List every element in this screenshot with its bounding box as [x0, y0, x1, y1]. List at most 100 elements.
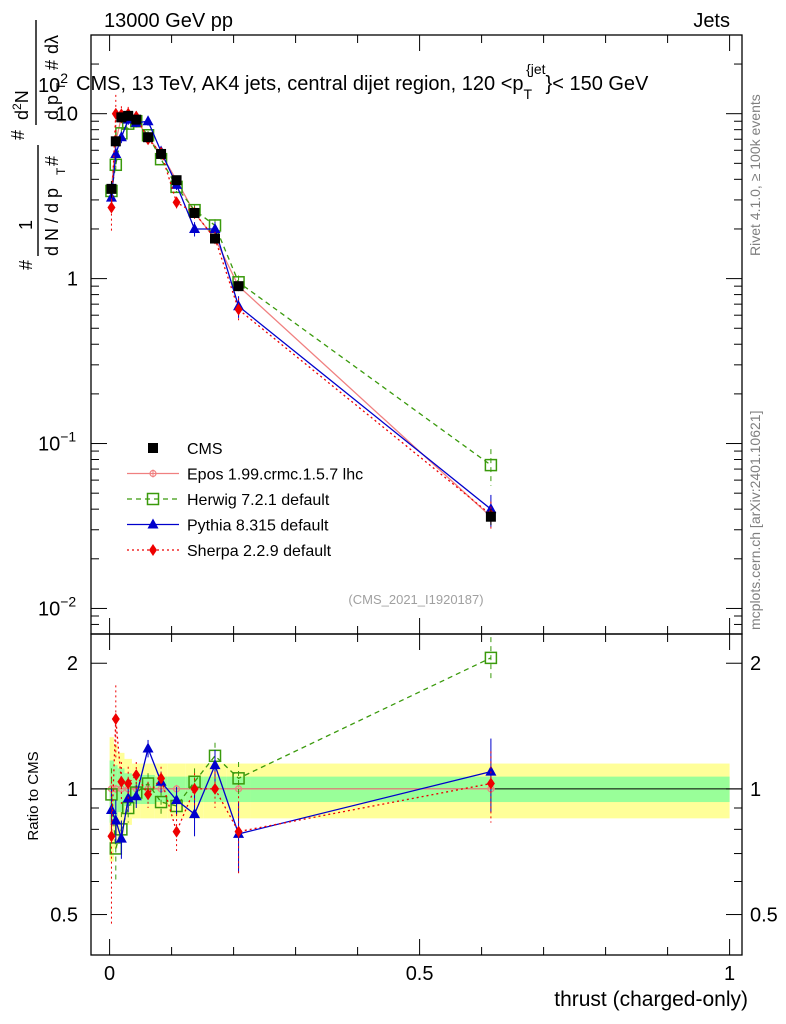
- main-point-cms: [171, 175, 182, 186]
- ratio-point-sherpa: [117, 775, 126, 788]
- ylabel-sub2: T: [54, 82, 68, 90]
- main-point-cms: [485, 511, 496, 522]
- ratio-point-pythia: [105, 804, 117, 815]
- main-point-cms: [110, 136, 121, 147]
- ylabel-hash2: #: [42, 156, 62, 166]
- legend-item-herwig: Herwig 7.2.1 default: [127, 492, 330, 509]
- y-tick-label: 10−2: [38, 593, 76, 620]
- legend-item-epos: Epos 1.99.crmc.1.5.7 lhc: [127, 467, 363, 484]
- x-axis-label: thrust (charged-only): [554, 988, 748, 1011]
- legend-label-herwig: Herwig 7.2.1 default: [187, 492, 330, 509]
- main-point-cms: [156, 148, 167, 159]
- ratio-tick-label: 1: [67, 779, 78, 801]
- ratio-point-herwig: [232, 772, 245, 785]
- legend-marker-herwig: [146, 492, 160, 506]
- title-sup: {jet: [526, 61, 546, 77]
- main-point-cms: [143, 132, 154, 143]
- title-suffix: }< 150 GeV: [546, 73, 650, 95]
- ratio-point-pythia: [209, 759, 221, 770]
- analysis-id: (CMS_2021_I1920187): [348, 592, 483, 607]
- y-tick-label: 10−1: [38, 429, 76, 456]
- ratio-point-sherpa: [124, 777, 133, 790]
- rivet-label: Rivet 4.1.0, ≥ 100k events: [747, 94, 763, 256]
- main-point-cms: [106, 183, 117, 194]
- line-main-sherpa: [110, 112, 492, 516]
- y-tick-label-top: 102: [38, 70, 68, 97]
- chart-title: CMS, 13 TeV, AK4 jets, central dijet reg…: [76, 61, 649, 102]
- main-point-cms: [123, 110, 134, 121]
- legend-item-sherpa: Sherpa 2.2.9 default: [127, 543, 332, 560]
- ratio-tick-label-right: 1: [750, 779, 761, 801]
- header-right: Jets: [693, 10, 730, 32]
- y-tick-label: 10: [56, 104, 78, 126]
- ratio-tick-label-right: 2: [750, 653, 761, 675]
- x-tick-label: 1: [724, 963, 735, 985]
- ratio-point-herwig: [484, 651, 498, 665]
- ratio-point-pythia: [142, 742, 154, 753]
- x-tick-label: 0.5: [406, 963, 434, 985]
- legend-item-pythia: Pythia 8.315 default: [127, 518, 329, 535]
- header-left: 13000 GeV pp: [104, 10, 233, 32]
- legend-label-sherpa: Sherpa 2.2.9 default: [187, 543, 332, 560]
- ratio-point-sherpa: [172, 825, 181, 838]
- main-point-pythia: [189, 222, 201, 233]
- ratio-point-sherpa: [157, 772, 166, 785]
- ratio-point-sherpa: [211, 782, 219, 795]
- y-axis-label: # 1 d N / d p T # # d2N d p T # dλ: [8, 20, 68, 270]
- ylabel-one: 1: [16, 220, 36, 230]
- ratio-point-sherpa: [190, 782, 199, 795]
- ratio-uncertainty-bands: [109, 737, 730, 862]
- legend-label-pythia: Pythia 8.315 default: [187, 518, 329, 535]
- series-cms: [106, 110, 496, 526]
- title-prefix: CMS, 13 TeV, AK4 jets, central dijet reg…: [76, 73, 524, 95]
- ylabel-dl: dλ: [42, 35, 62, 54]
- legend-label-cms: CMS: [187, 441, 223, 458]
- ratio-tick-label: 0.5: [50, 905, 78, 927]
- ratio-point-sherpa: [111, 713, 120, 726]
- ratio-point-pythia: [485, 765, 497, 776]
- legend-label-epos: Epos 1.99.crmc.1.5.7 lhc: [187, 467, 363, 484]
- y-tick-label: 1: [67, 269, 78, 291]
- ratio-point-pythia: [130, 790, 142, 801]
- main-point-pythia: [110, 147, 122, 158]
- legend: CMS Epos 1.99.crmc.1.5.7 lhc Herwig 7.2.1 …: [127, 441, 363, 560]
- ratio-point-herwig: [154, 795, 168, 809]
- ratio-point-pythia: [189, 808, 201, 819]
- legend-marker-pythia: [147, 518, 159, 529]
- x-tick-label: 0: [104, 963, 115, 985]
- ylabel-den: d N / d p: [42, 188, 62, 256]
- ylabel-d2n: d2N: [10, 90, 32, 120]
- ylabel-hash4: #: [42, 60, 62, 70]
- ylabel-den2: d p: [42, 95, 62, 120]
- ratio-point-sherpa: [234, 825, 243, 838]
- series-layer: [105, 94, 498, 926]
- line-main-epos: [110, 115, 492, 518]
- ticks-layer: 0 0.5 1 10 1 10−1 10−2 102 0.5 0.5 1 1 2 2: [38, 34, 778, 985]
- ylabel-hash3: #: [8, 130, 28, 140]
- title-sub: T: [524, 86, 533, 102]
- ratio-tick-label: 2: [67, 653, 78, 675]
- main-point-sherpa: [172, 196, 181, 209]
- main-point-sherpa: [107, 201, 116, 214]
- main-point-pythia: [142, 115, 154, 126]
- legend-item-cms: CMS: [148, 441, 223, 458]
- series-epos: [107, 111, 495, 793]
- main-point-cms: [189, 207, 200, 218]
- main-point-pythia: [209, 222, 221, 233]
- main-point-sherpa: [234, 303, 243, 316]
- ylabel-sub: T: [54, 167, 68, 175]
- ratio-point-pythia: [115, 832, 127, 843]
- main-point-cms: [233, 281, 244, 292]
- line-main-herwig: [110, 120, 492, 466]
- ratio-point-pythia: [171, 794, 183, 805]
- main-point-cms: [116, 112, 127, 123]
- main-point-cms: [210, 233, 220, 244]
- main-point-cms: [131, 114, 142, 125]
- line-ratio-herwig: [110, 657, 492, 849]
- mcplots-label: mcplots.cern.ch [arXiv:2401.10621]: [747, 411, 763, 630]
- ylabel-hash1: #: [16, 260, 36, 270]
- legend-marker-sherpa: [149, 544, 157, 556]
- ratio-point-sherpa: [486, 777, 495, 790]
- ratio-point-sherpa: [144, 788, 153, 801]
